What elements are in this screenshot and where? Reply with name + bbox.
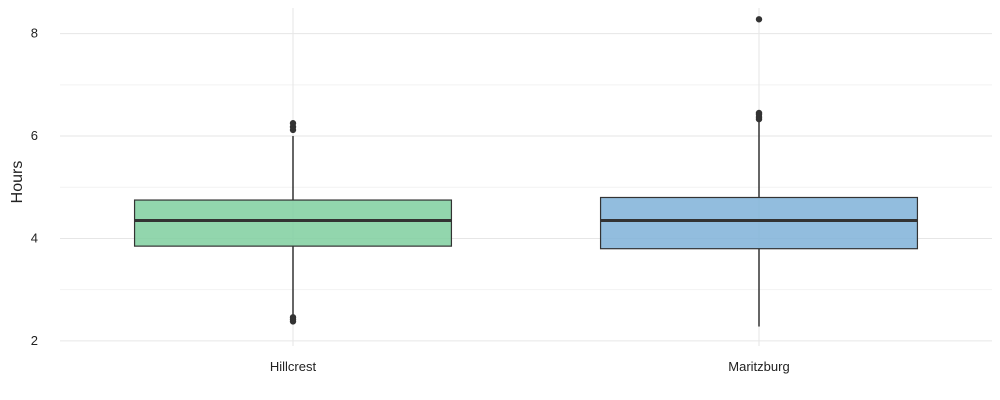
y-tick-label: 6	[31, 128, 38, 143]
y-tick-label: 8	[31, 26, 38, 41]
outlier-point	[755, 109, 763, 117]
y-axis-title: Hours	[9, 161, 26, 204]
outlier-point	[289, 120, 297, 127]
grid-lines	[60, 8, 992, 346]
boxes-layer	[133, 16, 919, 327]
box-iqr	[133, 199, 453, 247]
box-group-hillcrest	[133, 120, 453, 325]
axis-ticks: 2 4 6 8 Hillcrest Maritzburg	[31, 26, 790, 374]
x-tick-label: Hillcrest	[270, 359, 317, 374]
x-tick-label: Maritzburg	[728, 359, 789, 374]
box-iqr	[599, 196, 919, 250]
y-tick-label: 4	[31, 230, 38, 245]
outlier-point	[755, 16, 763, 23]
outlier-point	[289, 314, 297, 321]
y-tick-label: 2	[31, 333, 38, 348]
box-group-maritzburg	[599, 16, 919, 327]
